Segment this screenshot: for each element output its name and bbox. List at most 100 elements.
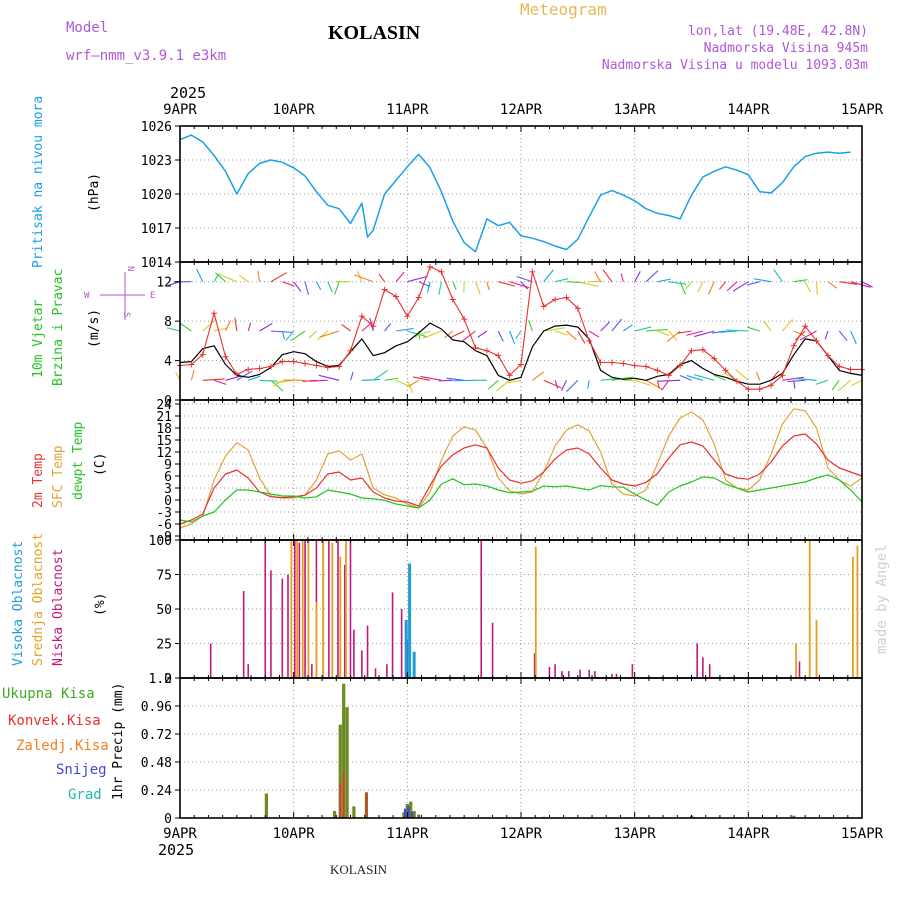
sfc-temp-line (179, 408, 863, 529)
wind-barb (418, 281, 431, 288)
low-cloud-bar (480, 540, 483, 678)
wind-barb (497, 330, 504, 342)
wind-barb (602, 269, 613, 283)
wind-barb (247, 322, 252, 332)
pressure-line (179, 134, 851, 253)
wind-ytick-label: 12 (156, 276, 172, 291)
wind-gust-marker (188, 361, 195, 368)
time-label-bottom: 15APR (841, 826, 884, 842)
wind-barb (594, 271, 602, 282)
wind-barb (308, 330, 317, 339)
wind-barb (839, 281, 857, 285)
wind-gust-marker (802, 323, 809, 330)
compass-s: S (121, 312, 131, 317)
wind-barb (850, 281, 871, 288)
wind-barb (515, 330, 522, 340)
wind-barb (851, 379, 863, 387)
wind-gust-marker (768, 382, 775, 389)
wind-barb (668, 281, 687, 285)
cloud-unit: (%) (93, 593, 108, 616)
wind-barb (815, 281, 818, 295)
precip-ytick-label: 0.48 (141, 756, 172, 771)
wind-barb (770, 370, 780, 381)
low-cloud-bar (294, 540, 296, 678)
wind-barb (746, 281, 760, 286)
credit-label: made by Angel (874, 544, 890, 654)
low-cloud-bar (242, 591, 245, 678)
wind-barb (837, 379, 851, 392)
pressure-ytick-label: 1020 (141, 188, 172, 203)
wind-barb (577, 281, 599, 287)
wind-barb (861, 281, 873, 288)
cloud-ylabel-mid: Srednja Oblacnost (31, 533, 46, 666)
low-cloud-bar (548, 666, 551, 678)
low-cloud-bar (287, 574, 289, 678)
wind-barb (477, 330, 488, 338)
wind-barb (763, 320, 772, 332)
total-precip-bar (412, 811, 416, 818)
dewpoint-line (179, 474, 863, 523)
time-label-bottom: 9APR (163, 826, 197, 842)
wind-compass-legend: W E N S (84, 266, 155, 320)
low-cloud-bar (594, 671, 596, 678)
wind-barb (708, 281, 715, 295)
temperature-ytick-label: 21 (156, 410, 172, 425)
wind-gust-marker (449, 296, 456, 303)
snow-precip-bar (407, 806, 410, 818)
wind-gust-marker (438, 268, 445, 275)
mid-cloud-bar (808, 540, 811, 678)
time-label-top: 15APR (841, 102, 884, 118)
meteogram-label: Meteogram (520, 0, 607, 19)
precip-legend-frozen: Zaledj.Kisa (16, 738, 109, 754)
compass-n: N (125, 266, 135, 271)
wind-barb (257, 270, 261, 282)
wind-barb (588, 330, 600, 338)
wind-barb (657, 330, 670, 336)
wind-barb (554, 330, 568, 336)
wind-gust-marker (392, 293, 399, 300)
ticks-layer: 9APR 9APR 10APR 10APR 11APR 11APR 12APR 12APR 13… (141, 102, 884, 842)
wind-barb (412, 376, 431, 381)
low-cloud-bar (366, 625, 369, 678)
wind-barb (341, 324, 351, 332)
wind-gust-marker (836, 363, 843, 370)
year-bottom-label: 2025 (158, 841, 194, 859)
wind-barb (259, 322, 273, 332)
low-cloud-bar (491, 622, 494, 678)
wind-gust-marker (597, 359, 604, 366)
wind-gust-marker (779, 372, 786, 379)
wind-barb (276, 379, 294, 384)
wind-gust-marker (461, 316, 468, 323)
low-cloud-bar (798, 661, 801, 678)
footer-station-label: KOLASIN (330, 862, 388, 877)
total-precip-bar (332, 811, 337, 818)
model-label: Model (66, 20, 109, 36)
wind-gust-marker (347, 347, 354, 354)
mid-cloud-bar (345, 540, 347, 678)
temperature-ytick-label: 6 (164, 470, 172, 485)
precip-ytick-label: 0.24 (141, 784, 172, 799)
wind-barb (224, 320, 231, 332)
wind-gust-marker (790, 342, 797, 349)
precip-legend-snow: Snijeg (56, 762, 107, 778)
wind-barb (202, 319, 216, 332)
mid-cloud-bar (856, 545, 859, 678)
wind-barb (395, 271, 405, 283)
wind-barb (561, 380, 567, 391)
wind-barb (732, 281, 749, 292)
wind-gust-marker (233, 371, 240, 378)
precip-legend-hail: Grad (68, 787, 102, 803)
mid-cloud-bar (339, 556, 342, 678)
time-label-bottom: 12APR (500, 826, 543, 842)
pressure-ylabel: Pritisak na nivou mora (31, 96, 46, 268)
wind-barb (452, 281, 457, 291)
wind-barb (496, 379, 510, 392)
wind-barb (773, 269, 783, 283)
time-label-top: 10APR (273, 102, 316, 118)
low-cloud-bar (400, 609, 403, 678)
wind-barb (202, 378, 225, 381)
wind-barb (787, 379, 806, 383)
cloud-ytick-label: 75 (156, 569, 172, 584)
wind-barb (726, 329, 749, 332)
wind-ytick-label: 0 (164, 394, 172, 409)
